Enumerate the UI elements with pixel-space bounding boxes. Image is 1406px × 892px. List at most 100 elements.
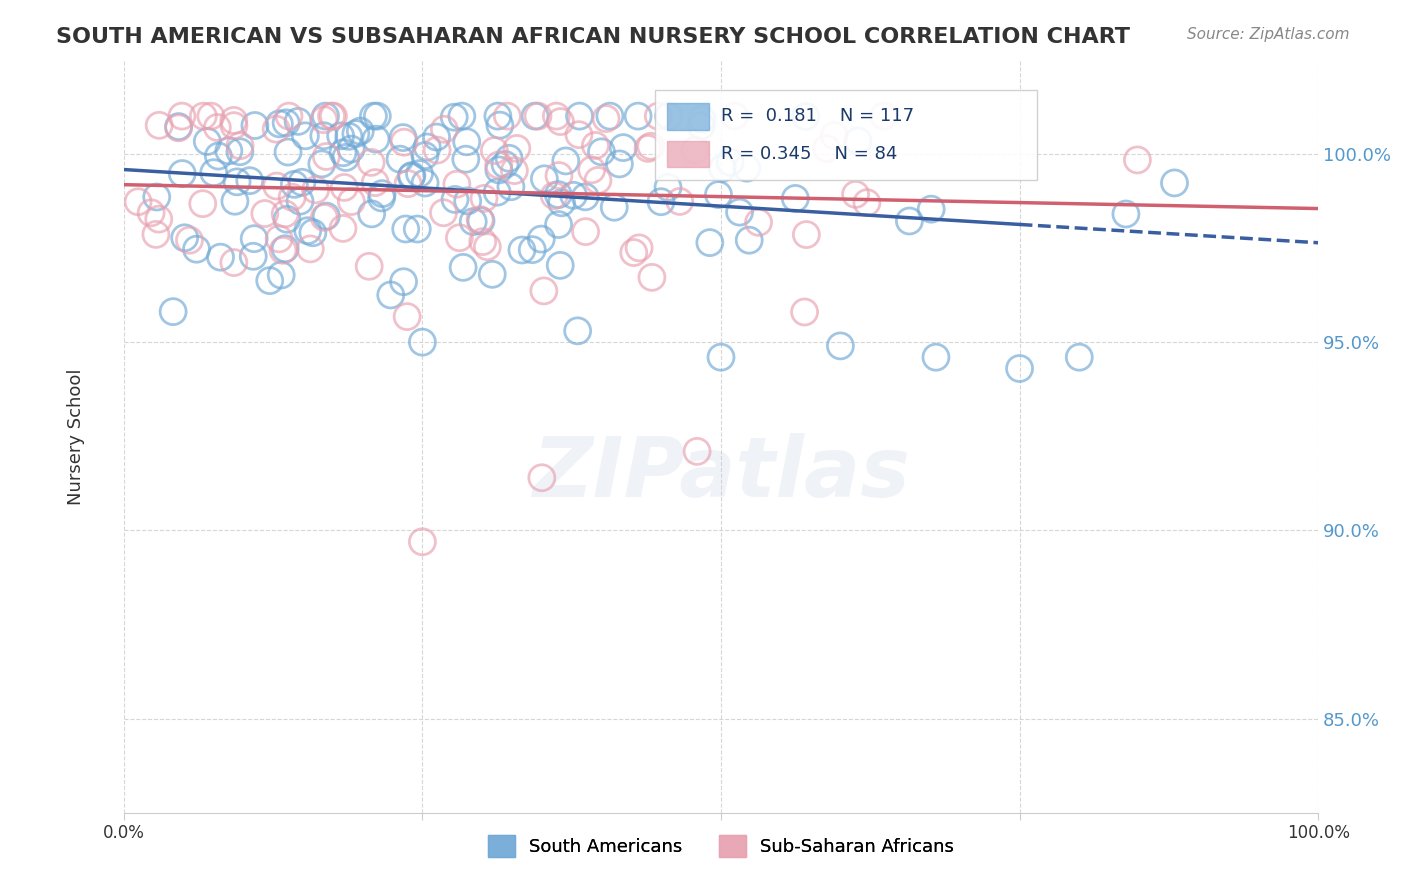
Point (148, 119, 170, 133)
Point (612, 140, 634, 154)
Point (315, 149, 337, 163)
Point (1115, 207, 1137, 221)
Point (269, 232, 291, 246)
Point (470, 214, 492, 228)
Point (222, 119, 245, 133)
Point (274, 242, 297, 256)
Point (484, 144, 506, 158)
Point (340, 142, 363, 156)
Point (287, 114, 309, 128)
Point (718, 155, 741, 169)
Point (699, 235, 721, 250)
Point (641, 270, 664, 285)
Point (710, 350, 733, 364)
Point (239, 174, 262, 188)
Point (335, 151, 357, 165)
Point (547, 187, 569, 202)
Point (707, 187, 730, 202)
Point (683, 143, 706, 157)
Point (173, 231, 195, 245)
Point (463, 214, 485, 228)
Point (278, 109, 301, 123)
Point (583, 138, 606, 153)
Point (243, 119, 266, 133)
Point (389, 152, 412, 166)
Point (332, 221, 354, 235)
Point (657, 180, 679, 194)
Point (322, 109, 344, 123)
Point (524, 109, 547, 123)
Point (481, 268, 503, 282)
Point (494, 157, 516, 171)
Point (222, 113, 245, 128)
Point (364, 176, 387, 190)
Point (360, 155, 382, 169)
Point (898, 214, 921, 228)
Point (488, 162, 510, 177)
Point (581, 162, 603, 177)
Point (748, 215, 770, 229)
Point (450, 109, 472, 123)
Point (283, 178, 305, 192)
Point (195, 135, 218, 149)
Point (815, 141, 838, 155)
Point (288, 194, 311, 208)
Point (530, 232, 553, 246)
Point (224, 194, 246, 209)
Text: 0.0%: 0.0% (103, 824, 145, 842)
Point (162, 304, 184, 318)
Point (329, 128, 352, 143)
Point (167, 120, 190, 134)
Point (471, 235, 494, 249)
Point (546, 109, 568, 123)
Point (172, 167, 194, 181)
Point (312, 112, 335, 127)
Point (311, 157, 333, 171)
Point (170, 109, 193, 123)
Point (332, 145, 354, 160)
Point (299, 242, 322, 256)
Point (229, 145, 252, 159)
Point (690, 119, 713, 133)
Point (506, 141, 529, 155)
Point (145, 190, 167, 204)
Point (413, 176, 436, 190)
Point (468, 212, 491, 227)
Point (259, 274, 281, 288)
Point (443, 110, 465, 124)
Point (411, 534, 433, 549)
Point (488, 158, 510, 172)
Point (401, 169, 423, 184)
Point (920, 202, 942, 216)
Point (360, 207, 382, 221)
Point (454, 152, 477, 166)
Point (396, 310, 419, 324)
Point (186, 242, 208, 256)
Point (312, 128, 335, 143)
Point (444, 193, 467, 207)
Point (243, 232, 266, 246)
Point (603, 200, 626, 214)
Point (242, 249, 264, 263)
Point (340, 194, 363, 209)
Point (690, 112, 713, 126)
Legend: South Americans, Sub-Saharan Africans: South Americans, Sub-Saharan Africans (481, 828, 962, 864)
Point (1069, 350, 1091, 364)
Point (276, 212, 298, 227)
Point (628, 241, 651, 255)
Point (627, 109, 650, 123)
Point (548, 169, 571, 183)
Point (599, 109, 621, 123)
Point (543, 188, 565, 202)
Point (266, 179, 288, 194)
Point (846, 134, 869, 148)
Point (793, 305, 815, 319)
Point (796, 227, 818, 242)
Point (167, 120, 190, 135)
Point (226, 175, 249, 189)
Point (314, 211, 336, 225)
Point (728, 205, 751, 219)
Point (830, 339, 852, 353)
Point (449, 231, 471, 245)
Point (856, 195, 879, 210)
